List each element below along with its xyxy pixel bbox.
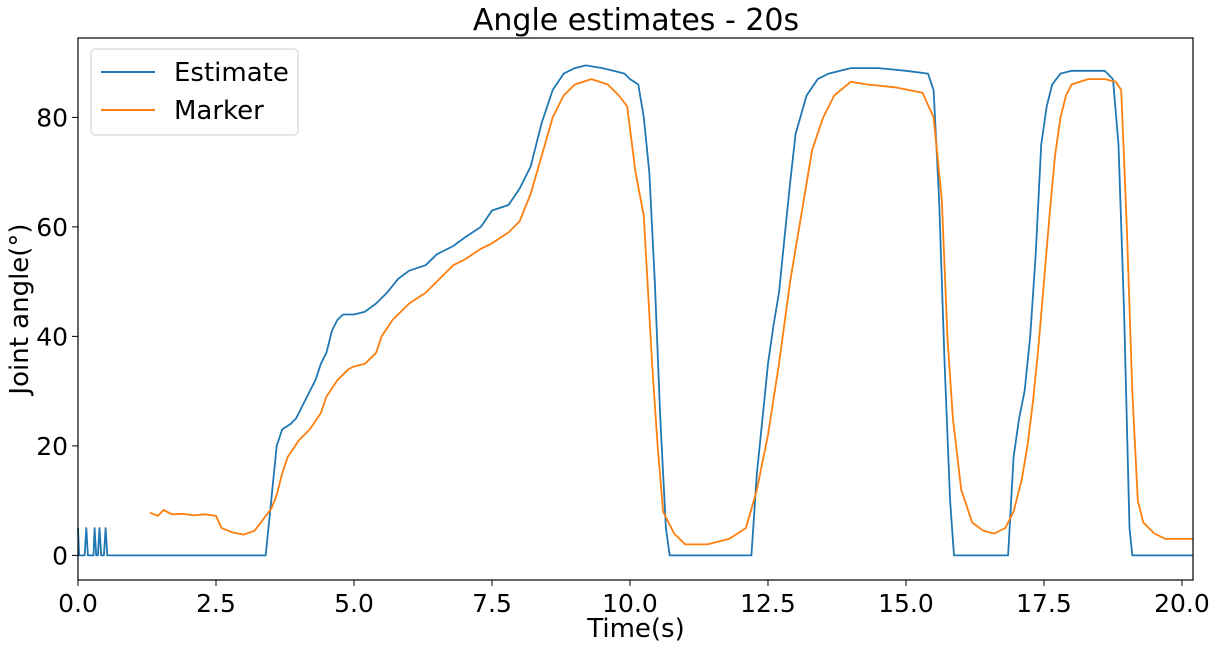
legend-label-estimate: Estimate [174, 58, 289, 88]
x-tick-label: 2.5 [196, 589, 236, 618]
legend-label-marker: Marker [174, 96, 264, 126]
x-tick-label: 7.5 [472, 589, 512, 618]
plot-area [77, 64, 1193, 557]
x-tick-label: 5.0 [334, 589, 374, 618]
chart-title: Angle estimates - 20s [473, 3, 799, 38]
y-tick-label: 0 [52, 541, 68, 570]
x-tick-label: 12.5 [740, 589, 796, 618]
x-tick-label: 0.0 [58, 589, 98, 618]
y-axis-label: Joint angle(°) [5, 223, 35, 396]
series-line-estimate [77, 64, 1193, 557]
y-axis: 0 20 40 60 80 [36, 103, 78, 570]
legend: Estimate Marker [90, 48, 299, 136]
y-tick-label: 20 [36, 432, 68, 461]
x-tick-label: 15.0 [878, 589, 934, 618]
plot-frame [77, 37, 1194, 581]
x-tick-label: 20.0 [1154, 589, 1210, 618]
x-tick-label: 10.0 [602, 589, 658, 618]
series-line-marker [149, 78, 1193, 546]
x-axis: 0.0 2.5 5.0 7.5 10.0 12.5 15.0 17.5 20.0 [58, 580, 1210, 618]
y-tick-label: 40 [36, 322, 68, 351]
legend-box [90, 48, 299, 136]
x-tick-label: 17.5 [1016, 589, 1072, 618]
x-axis-label: Time(s) [586, 614, 684, 644]
y-tick-label: 60 [36, 213, 68, 242]
y-tick-label: 80 [36, 103, 68, 132]
